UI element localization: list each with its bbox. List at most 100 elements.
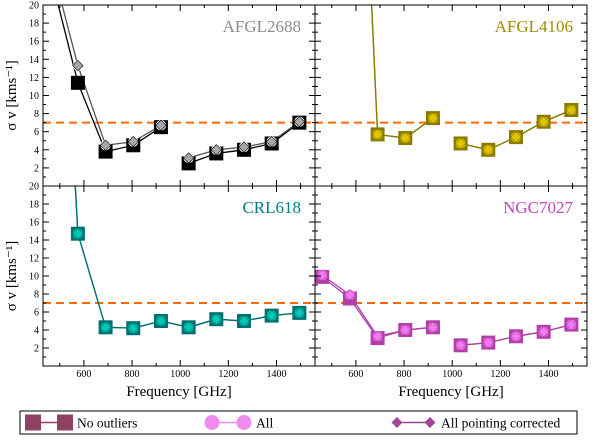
x-tick-label: 1200: [218, 369, 238, 380]
y-tick-label: 12: [29, 73, 39, 84]
x-tick-label: 800: [397, 369, 412, 380]
x-tick-label: 1000: [442, 369, 462, 380]
diamond-marker: [183, 321, 195, 333]
diamond-marker: [427, 321, 439, 333]
y-tick-label: 16: [29, 37, 39, 48]
x-tick-label: 1400: [538, 369, 558, 380]
legend-circle-marker: [204, 415, 220, 430]
diamond-marker: [266, 136, 278, 148]
diamond-marker: [565, 318, 577, 331]
diamond-marker: [210, 313, 222, 325]
diamond-marker: [510, 131, 522, 143]
legend-circle-marker: [236, 415, 252, 430]
series-line: [321, 274, 434, 338]
y-tick-label: 20: [29, 182, 39, 193]
diamond-marker: [455, 137, 467, 150]
panel-ngc7027: 600 800 1000 1200 1400 NGC7027 Frequency [GHz]: [314, 185, 588, 400]
plot-area: [43, 5, 315, 171]
x-tick-label: 800: [125, 369, 140, 380]
diamond-marker: [293, 116, 305, 128]
series-line: [74, 186, 300, 329]
diamond-marker: [238, 141, 250, 153]
legend-label: All: [256, 416, 274, 431]
y-tick-label: 6: [34, 127, 39, 138]
y-tick-label: 14: [29, 236, 39, 247]
series-line: [370, 5, 434, 139]
diamond-marker: [293, 307, 305, 319]
y-tick-label: 4: [34, 145, 39, 156]
diamond-marker: [316, 269, 328, 281]
series-line: [370, 5, 434, 139]
y-tick-label: 16: [29, 218, 39, 229]
diamond-marker: [155, 315, 167, 327]
diamond-marker: [155, 119, 167, 131]
legend-diamond-marker: [424, 417, 436, 428]
y-axis-label: σ v [kms⁻¹]: [4, 241, 20, 312]
plot-area: [315, 5, 587, 157]
y-tick-label: 10: [29, 272, 39, 283]
y-tick-label: 18: [29, 19, 39, 30]
diamond-marker: [538, 116, 550, 128]
x-tick-label: 1200: [490, 369, 510, 380]
diamond-marker: [210, 144, 222, 156]
diamond-marker: [266, 309, 278, 322]
y-tick-label: 14: [29, 55, 39, 66]
diamond-marker: [399, 132, 411, 144]
y-tick-label: 4: [34, 326, 39, 337]
y-tick-label: 8: [34, 109, 39, 120]
square-marker: [70, 75, 85, 90]
y-tick-label: 6: [34, 308, 39, 319]
x-axis-label: Frequency [GHz]: [126, 384, 231, 400]
y-tick-label: 20: [29, 1, 39, 12]
diamond-marker: [371, 330, 384, 342]
legend-square-marker: [25, 414, 41, 431]
y-axis-label: σ v [kms⁻¹]: [4, 60, 20, 131]
series-line: [74, 186, 300, 329]
diamond-marker: [482, 336, 494, 349]
diamond-marker: [538, 326, 550, 338]
diamond-marker: [183, 152, 195, 164]
x-tick-label: 1000: [170, 369, 190, 380]
plot-area: [43, 186, 315, 336]
diamond-marker: [127, 322, 139, 334]
panel-title: AFGL4106: [495, 17, 573, 36]
legend-diamond-marker: [391, 417, 403, 428]
panel-afgl4106: AFGL4106: [314, 4, 588, 187]
diamond-marker: [399, 324, 411, 336]
legend-frame: [19, 410, 578, 435]
y-tick-label: 12: [29, 254, 39, 265]
legend-label: All pointing corrected: [441, 416, 560, 431]
y-tick-label: 18: [29, 200, 39, 211]
diamond-marker: [482, 144, 494, 156]
x-tick-label: 600: [348, 369, 363, 380]
panel-afgl2688: 2 4 6 8 10 12 14 16 18 20 AFGL2688 σ v [kms⁻¹]: [4, 1, 316, 187]
diamond-marker: [72, 60, 84, 72]
diamond-marker: [510, 330, 522, 342]
diamond-marker: [455, 339, 467, 351]
diamond-marker: [371, 128, 384, 141]
diamond-marker: [427, 112, 439, 124]
diamond-marker: [72, 228, 84, 240]
panel-title: NGC7027: [503, 198, 573, 217]
legend: No outliers All All pointing corrected: [19, 410, 578, 435]
plot-area: [315, 269, 587, 353]
panel-title: CRL618: [242, 198, 301, 217]
y-tick-label: 2: [34, 163, 39, 174]
x-tick-label: 1400: [266, 369, 286, 380]
x-tick-label: 600: [76, 369, 91, 380]
diamond-marker: [238, 315, 250, 327]
y-tick-label: 10: [29, 91, 39, 102]
diamond-marker: [344, 289, 356, 301]
diamond-marker: [127, 136, 139, 148]
diamond-marker: [565, 104, 577, 116]
panel-crl618: 2 4 6 8 10 12 14 16 18 20 600 800 1000 1200 1400 CRL618…: [4, 182, 316, 400]
y-tick-label: 8: [34, 290, 39, 301]
panel-title: AFGL2688: [223, 17, 301, 36]
legend-label: No outliers: [77, 416, 137, 431]
x-axis-label: Frequency [GHz]: [398, 384, 503, 400]
y-tick-label: 2: [34, 344, 39, 355]
diamond-marker: [99, 139, 112, 151]
diamond-marker: [99, 321, 112, 333]
legend-square-marker: [57, 414, 73, 431]
